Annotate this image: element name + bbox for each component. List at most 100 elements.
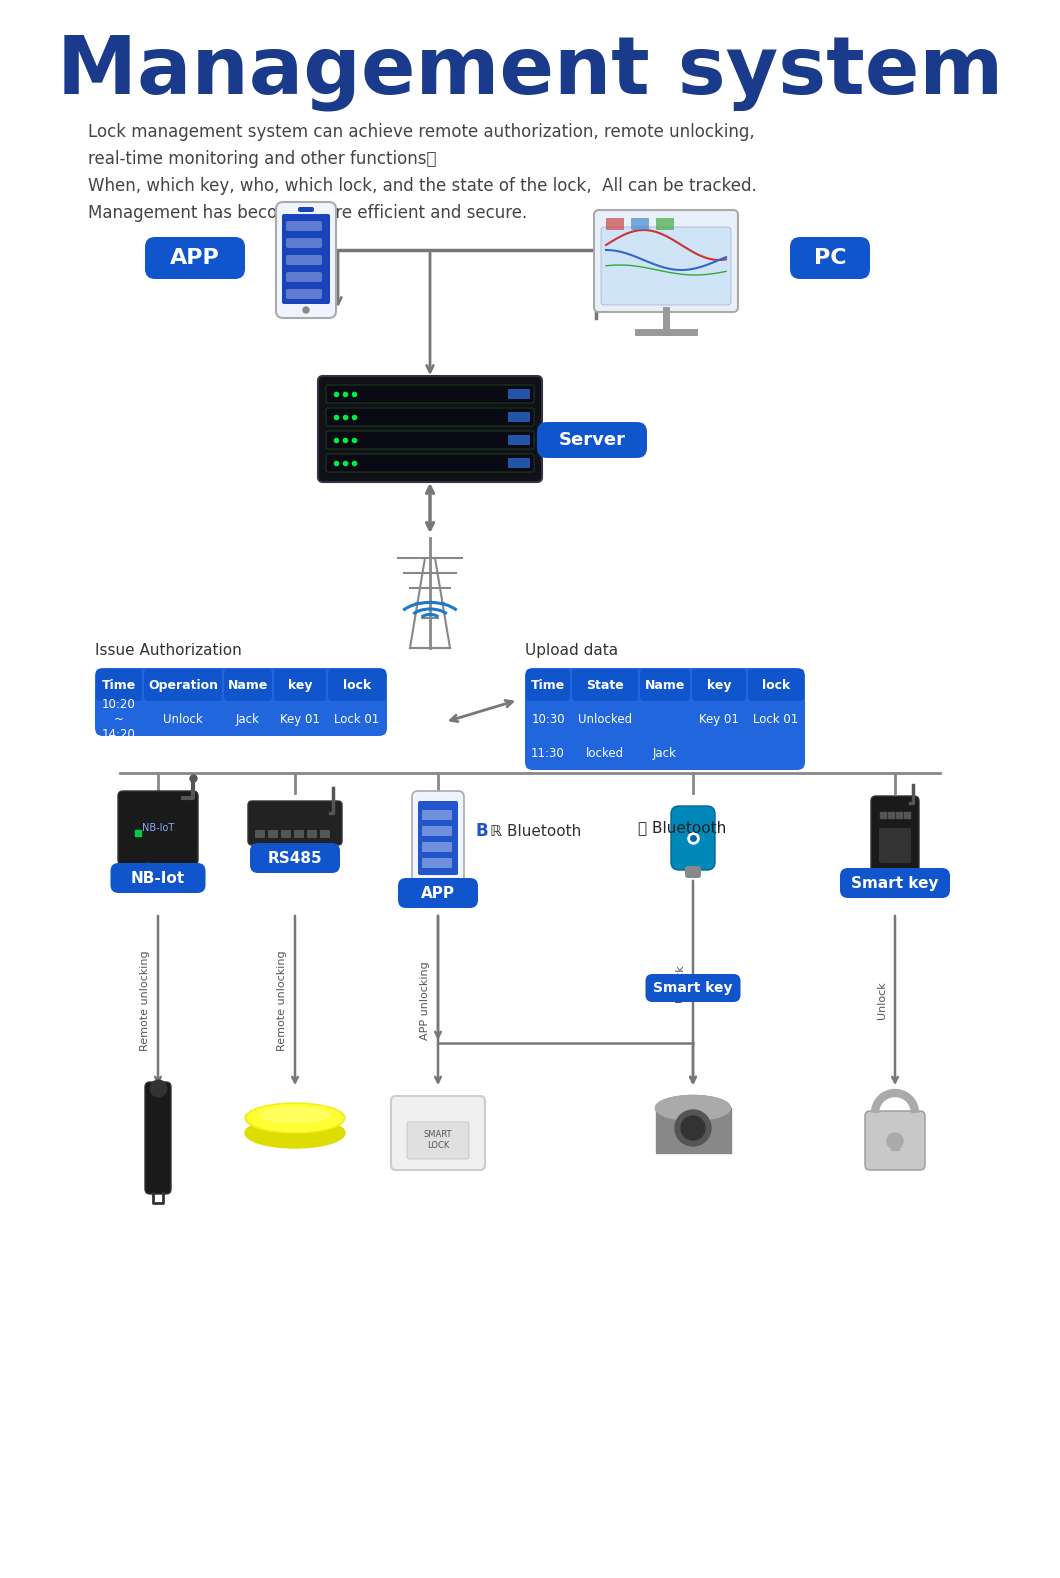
Text: Issue Authorization: Issue Authorization bbox=[95, 642, 242, 658]
FancyBboxPatch shape bbox=[96, 669, 142, 701]
FancyBboxPatch shape bbox=[281, 830, 292, 838]
Text: Jack: Jack bbox=[236, 713, 260, 726]
FancyBboxPatch shape bbox=[656, 218, 674, 230]
Text: locked: locked bbox=[586, 746, 624, 759]
FancyBboxPatch shape bbox=[422, 858, 452, 868]
Circle shape bbox=[681, 1116, 705, 1139]
Text: Management has become more efficient and secure.: Management has become more efficient and… bbox=[88, 204, 527, 222]
FancyBboxPatch shape bbox=[276, 202, 336, 319]
FancyBboxPatch shape bbox=[118, 791, 198, 865]
FancyBboxPatch shape bbox=[422, 810, 452, 821]
Ellipse shape bbox=[245, 1103, 344, 1133]
FancyBboxPatch shape bbox=[748, 737, 803, 768]
Ellipse shape bbox=[247, 1105, 342, 1131]
FancyBboxPatch shape bbox=[525, 667, 805, 770]
FancyBboxPatch shape bbox=[326, 431, 534, 450]
FancyBboxPatch shape bbox=[572, 704, 638, 735]
FancyBboxPatch shape bbox=[96, 704, 142, 735]
FancyBboxPatch shape bbox=[282, 215, 330, 305]
FancyBboxPatch shape bbox=[692, 737, 746, 768]
FancyBboxPatch shape bbox=[572, 737, 638, 768]
FancyBboxPatch shape bbox=[328, 704, 386, 735]
FancyBboxPatch shape bbox=[328, 669, 386, 701]
FancyBboxPatch shape bbox=[526, 737, 570, 768]
FancyBboxPatch shape bbox=[294, 830, 304, 838]
Text: ℝ Bluetooth: ℝ Bluetooth bbox=[490, 824, 581, 838]
Text: Name: Name bbox=[228, 679, 268, 691]
FancyBboxPatch shape bbox=[412, 791, 464, 885]
FancyBboxPatch shape bbox=[326, 385, 534, 402]
Text: Operation: Operation bbox=[148, 679, 218, 691]
FancyBboxPatch shape bbox=[606, 218, 624, 230]
FancyBboxPatch shape bbox=[640, 704, 690, 735]
Text: SMART
LOCK: SMART LOCK bbox=[424, 1130, 453, 1150]
FancyBboxPatch shape bbox=[286, 238, 322, 248]
Text: Lock 01: Lock 01 bbox=[334, 713, 379, 726]
Text: RS485: RS485 bbox=[268, 851, 322, 865]
Text: key: key bbox=[707, 679, 731, 691]
Ellipse shape bbox=[655, 1095, 730, 1120]
FancyBboxPatch shape bbox=[748, 669, 803, 701]
Text: real-time monitoring and other functions。: real-time monitoring and other functions… bbox=[88, 150, 437, 167]
Bar bbox=[891, 1135, 899, 1150]
FancyBboxPatch shape bbox=[640, 669, 690, 701]
FancyBboxPatch shape bbox=[318, 376, 542, 481]
Circle shape bbox=[887, 1133, 903, 1149]
Text: Smart key: Smart key bbox=[653, 982, 732, 996]
Text: 11:30: 11:30 bbox=[531, 746, 565, 759]
Text: Management system: Management system bbox=[57, 33, 1003, 110]
Text: APP: APP bbox=[170, 248, 219, 268]
FancyBboxPatch shape bbox=[692, 704, 746, 735]
Text: Smart key: Smart key bbox=[851, 876, 939, 890]
Text: Unlock: Unlock bbox=[877, 982, 887, 1019]
Text: Remote unlocking: Remote unlocking bbox=[277, 950, 287, 1051]
FancyBboxPatch shape bbox=[422, 825, 452, 836]
FancyBboxPatch shape bbox=[594, 210, 738, 312]
Circle shape bbox=[303, 308, 310, 312]
FancyBboxPatch shape bbox=[407, 1122, 469, 1158]
Text: Key 01: Key 01 bbox=[699, 713, 739, 726]
FancyBboxPatch shape bbox=[273, 704, 326, 735]
FancyBboxPatch shape bbox=[422, 843, 452, 852]
FancyBboxPatch shape bbox=[320, 830, 330, 838]
FancyBboxPatch shape bbox=[840, 868, 950, 898]
Text: NB-Iot: NB-Iot bbox=[131, 871, 186, 885]
Text: Upload data: Upload data bbox=[525, 642, 618, 658]
Text: 10:30: 10:30 bbox=[531, 713, 565, 726]
FancyBboxPatch shape bbox=[748, 704, 803, 735]
FancyBboxPatch shape bbox=[537, 421, 647, 458]
Text: State: State bbox=[586, 679, 624, 691]
FancyBboxPatch shape bbox=[144, 704, 222, 735]
Text: NB-IoT: NB-IoT bbox=[142, 824, 174, 833]
Text: lock: lock bbox=[342, 679, 371, 691]
FancyBboxPatch shape bbox=[601, 227, 731, 305]
FancyBboxPatch shape bbox=[273, 669, 326, 701]
Text: Unlock: Unlock bbox=[163, 713, 202, 726]
Text: Jack: Jack bbox=[653, 746, 677, 759]
Text: ⦿ Bluetooth: ⦿ Bluetooth bbox=[638, 821, 726, 835]
Text: Server: Server bbox=[559, 431, 625, 450]
FancyBboxPatch shape bbox=[871, 795, 919, 874]
Text: key: key bbox=[287, 679, 313, 691]
FancyBboxPatch shape bbox=[95, 667, 387, 735]
FancyBboxPatch shape bbox=[286, 256, 322, 265]
FancyBboxPatch shape bbox=[110, 863, 206, 893]
FancyBboxPatch shape bbox=[255, 830, 265, 838]
Text: PC: PC bbox=[814, 248, 846, 268]
FancyBboxPatch shape bbox=[298, 207, 314, 211]
Text: B: B bbox=[475, 822, 488, 839]
Text: Remote unlocking: Remote unlocking bbox=[140, 950, 151, 1051]
FancyBboxPatch shape bbox=[418, 802, 458, 874]
FancyBboxPatch shape bbox=[879, 828, 911, 863]
FancyBboxPatch shape bbox=[326, 454, 534, 472]
Text: Lock management system can achieve remote authorization, remote unlocking,: Lock management system can achieve remot… bbox=[88, 123, 755, 140]
FancyBboxPatch shape bbox=[248, 802, 342, 844]
Text: Time: Time bbox=[531, 679, 565, 691]
Text: 10:20
~
14:20: 10:20 ~ 14:20 bbox=[102, 697, 136, 740]
FancyBboxPatch shape bbox=[508, 458, 530, 469]
FancyBboxPatch shape bbox=[526, 704, 570, 735]
FancyBboxPatch shape bbox=[572, 669, 638, 701]
Ellipse shape bbox=[655, 1095, 730, 1120]
Text: APP unlocking: APP unlocking bbox=[420, 961, 430, 1040]
Text: Key 01: Key 01 bbox=[280, 713, 320, 726]
